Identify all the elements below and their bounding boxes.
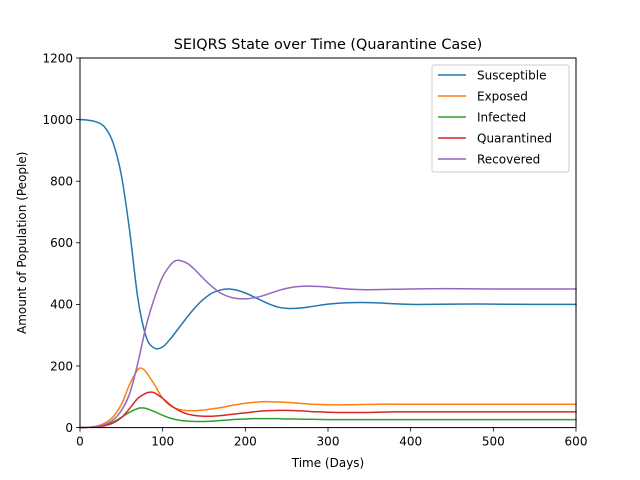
x-tick-label: 500: [482, 435, 505, 449]
chart-title: SEIQRS State over Time (Quarantine Case): [174, 37, 482, 53]
legend: Susceptible Exposed Infected Quarantined Rec…: [431, 64, 570, 173]
y-tick-label: 400: [50, 298, 73, 312]
legend-label-susceptible: Susceptible: [477, 68, 546, 82]
legend-box: [431, 64, 570, 173]
y-tick-label: 200: [50, 359, 73, 373]
x-tick-label: 300: [317, 435, 340, 449]
y-axis-label: Amount of Population (People): [15, 152, 29, 334]
legend-label-exposed: Exposed: [477, 89, 528, 103]
x-tick-label: 600: [565, 435, 588, 449]
y-tick-label: 0: [65, 421, 73, 435]
x-tick-label: 100: [151, 435, 174, 449]
y-tick-label: 1000: [42, 113, 73, 127]
x-tick-label: 200: [234, 435, 257, 449]
legend-label-infected: Infected: [477, 110, 526, 124]
y-axis: 0 200 400 600 800 1000 1200: [42, 51, 80, 435]
legend-label-quarantined: Quarantined: [477, 131, 552, 145]
x-axis: 0 100 200 300 400 500 600: [76, 427, 588, 449]
y-tick-label: 600: [50, 236, 73, 250]
x-tick-label: 0: [76, 435, 84, 449]
series-line-susceptible: [79, 118, 577, 350]
series-line-quarantined: [79, 391, 577, 429]
series-line-infected: [79, 407, 577, 429]
y-tick-label: 1200: [42, 51, 73, 65]
plot-lines: [79, 118, 577, 429]
x-axis-label: Time (Days): [291, 456, 365, 470]
x-tick-label: 400: [399, 435, 422, 449]
series-line-recovered: [79, 259, 577, 429]
y-tick-label: 800: [50, 175, 73, 189]
legend-label-recovered: Recovered: [477, 152, 540, 166]
